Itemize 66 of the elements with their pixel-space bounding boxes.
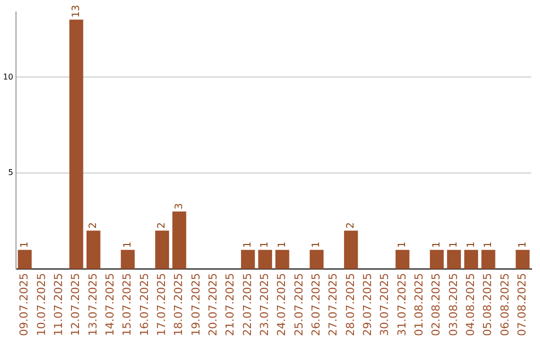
x-tick-label: 31.07.2025 bbox=[395, 273, 408, 336]
x-tick-label: 26.07.2025 bbox=[309, 273, 322, 336]
x-tick-label: 22.07.2025 bbox=[240, 273, 254, 336]
x-tick-label: 04.08.2025 bbox=[464, 273, 478, 336]
y-tick-label: 5 bbox=[8, 168, 14, 178]
x-tick-label: 25.07.2025 bbox=[292, 273, 306, 336]
x-tick-label: 30.07.2025 bbox=[378, 273, 392, 336]
data-label: 1 bbox=[122, 241, 134, 248]
x-tick-label: 24.07.2025 bbox=[275, 273, 288, 336]
x-tick-label: 14.07.2025 bbox=[103, 273, 116, 336]
data-label: 3 bbox=[174, 203, 185, 210]
data-label: 2 bbox=[346, 222, 357, 229]
x-tick-label: 07.08.2025 bbox=[516, 273, 529, 336]
bar bbox=[310, 250, 324, 270]
bar bbox=[241, 250, 255, 270]
x-tick-label: 17.07.2025 bbox=[154, 273, 168, 336]
x-tick-label: 03.08.2025 bbox=[446, 273, 460, 336]
bar bbox=[18, 250, 32, 270]
data-label: 1 bbox=[482, 241, 494, 248]
bar bbox=[481, 250, 496, 270]
x-tick-label: 11.07.2025 bbox=[52, 273, 65, 336]
data-label: 1 bbox=[431, 241, 442, 248]
data-label: 2 bbox=[88, 222, 100, 229]
x-tick-label: 02.08.2025 bbox=[430, 273, 443, 336]
y-tick-label: 10 bbox=[2, 72, 14, 82]
x-tick-label: 18.07.2025 bbox=[172, 273, 186, 336]
bar bbox=[430, 250, 444, 270]
x-tick-label: 21.07.2025 bbox=[224, 273, 237, 336]
x-tick-label: 23.07.2025 bbox=[258, 273, 271, 336]
bar bbox=[120, 250, 135, 270]
bar bbox=[447, 250, 461, 270]
x-tick-label: 16.07.2025 bbox=[138, 273, 151, 336]
x-tick-label: 06.08.2025 bbox=[498, 273, 512, 336]
x-tick-label: 27.07.2025 bbox=[326, 273, 340, 336]
x-tick-label: 20.07.2025 bbox=[206, 273, 220, 336]
bar bbox=[516, 250, 530, 270]
bar bbox=[69, 20, 84, 270]
data-label: 1 bbox=[19, 241, 30, 248]
data-label: 1 bbox=[311, 241, 322, 248]
bar bbox=[86, 230, 100, 270]
data-label: 1 bbox=[466, 241, 477, 248]
bar bbox=[396, 250, 410, 270]
x-tick-label: 19.07.2025 bbox=[189, 273, 202, 336]
data-label: 1 bbox=[242, 241, 254, 248]
data-label: 1 bbox=[260, 241, 271, 248]
x-tick-label: 15.07.2025 bbox=[120, 273, 134, 336]
x-tick-label: 29.07.2025 bbox=[361, 273, 374, 336]
data-label: 13 bbox=[70, 4, 82, 18]
bar bbox=[275, 250, 290, 270]
bar bbox=[155, 230, 170, 270]
data-label: 1 bbox=[397, 241, 408, 248]
bar bbox=[258, 250, 272, 270]
x-tick-label: 09.07.2025 bbox=[18, 273, 31, 336]
x-tick-label: 28.07.2025 bbox=[344, 273, 357, 336]
bar bbox=[464, 250, 478, 270]
x-tick-label: 05.08.2025 bbox=[481, 273, 494, 336]
bar bbox=[172, 211, 186, 270]
x-tick-label: 01.08.2025 bbox=[412, 273, 426, 336]
x-tick-label: 10.07.2025 bbox=[34, 273, 48, 336]
bar bbox=[344, 230, 358, 270]
x-tick-label: 12.07.2025 bbox=[69, 273, 82, 336]
data-label: 2 bbox=[156, 222, 168, 229]
data-label: 1 bbox=[276, 241, 288, 248]
data-label: 1 bbox=[448, 241, 460, 248]
x-tick-label: 13.07.2025 bbox=[86, 273, 100, 336]
data-label: 1 bbox=[517, 241, 528, 248]
